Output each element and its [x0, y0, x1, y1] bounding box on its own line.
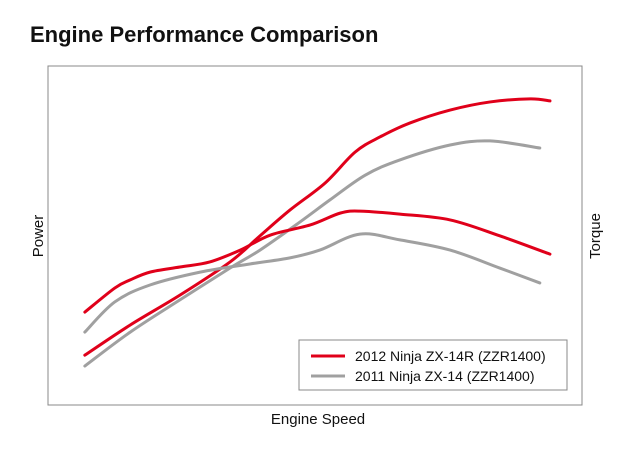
y-axis-label: Power — [30, 215, 47, 258]
chart-title: Engine Performance Comparison — [30, 22, 379, 47]
legend: 2012 Ninja ZX-14R (ZZR1400) 2011 Ninja Z… — [298, 339, 568, 391]
y2-axis-label: Torque — [587, 213, 604, 259]
series-line-torque-3 — [83, 232, 542, 334]
plot-frame — [47, 65, 583, 406]
legend-label: 2011 Ninja ZX-14 (ZZR1400) — [355, 368, 534, 384]
legend-box — [298, 339, 568, 391]
series-line-power-0 — [83, 97, 552, 357]
series-line-power-1 — [83, 139, 542, 368]
legend-label: 2012 Ninja ZX-14R (ZZR1400) — [355, 348, 546, 364]
x-axis-label: Engine Speed — [271, 411, 365, 428]
series-line-torque-2 — [83, 209, 552, 314]
